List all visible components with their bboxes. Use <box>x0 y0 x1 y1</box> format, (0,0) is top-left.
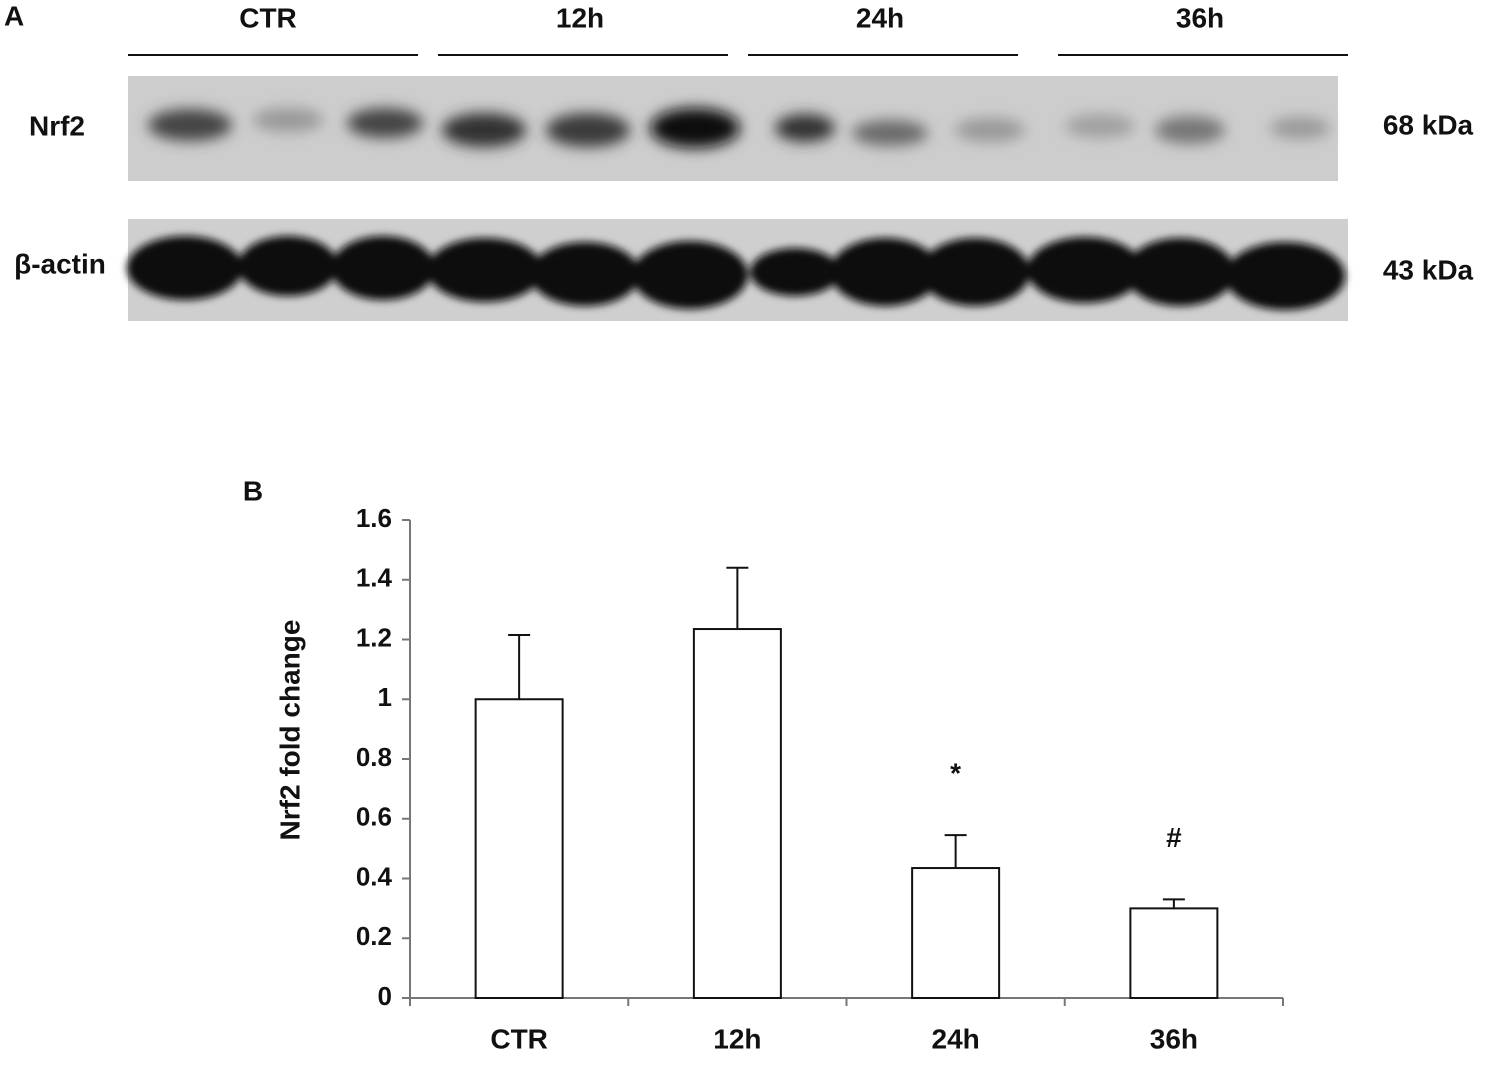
y-tick-label: 1.6 <box>356 503 392 533</box>
bar <box>692 628 782 999</box>
annotation: * <box>950 758 961 789</box>
group-label: 36h <box>1176 2 1224 33</box>
y-tick-label: 0 <box>378 981 392 1011</box>
x-tick-label: 36h <box>1150 1023 1198 1054</box>
x-tick-label: 24h <box>932 1023 980 1054</box>
group-label: CTR <box>239 2 297 33</box>
nrf2-bands <box>148 108 1330 148</box>
error-bar <box>944 834 967 869</box>
size-label: 68 kDa <box>1383 109 1474 140</box>
y-tick-label: 1.4 <box>356 563 393 593</box>
error-bar <box>508 634 531 700</box>
y-tick-label: 0.6 <box>356 802 392 832</box>
bar <box>911 867 1001 1000</box>
bar <box>1129 907 1219 999</box>
y-tick-label: 0.2 <box>356 921 392 951</box>
bar <box>474 698 564 999</box>
annotation: # <box>1166 822 1182 853</box>
error-bar <box>1162 898 1185 909</box>
group-label: 12h <box>556 2 604 33</box>
panel-label: B <box>243 475 263 506</box>
y-tick-label: 1.2 <box>356 622 392 652</box>
y-tick-label: 0.4 <box>356 861 393 891</box>
error-bar <box>726 566 749 630</box>
actin-bands <box>127 236 1345 310</box>
y-tick-label: 0.8 <box>356 742 392 772</box>
y-axis-label: Nrf2 fold change <box>274 620 305 841</box>
x-tick-label: 12h <box>713 1023 761 1054</box>
row-label: β-actin <box>14 248 106 279</box>
row-label: Nrf2 <box>29 110 85 141</box>
y-tick-label: 1 <box>378 682 392 712</box>
panel-label: A <box>4 0 24 31</box>
group-label: 24h <box>856 2 904 33</box>
x-tick-label: CTR <box>490 1023 548 1054</box>
size-label: 43 kDa <box>1383 254 1474 285</box>
